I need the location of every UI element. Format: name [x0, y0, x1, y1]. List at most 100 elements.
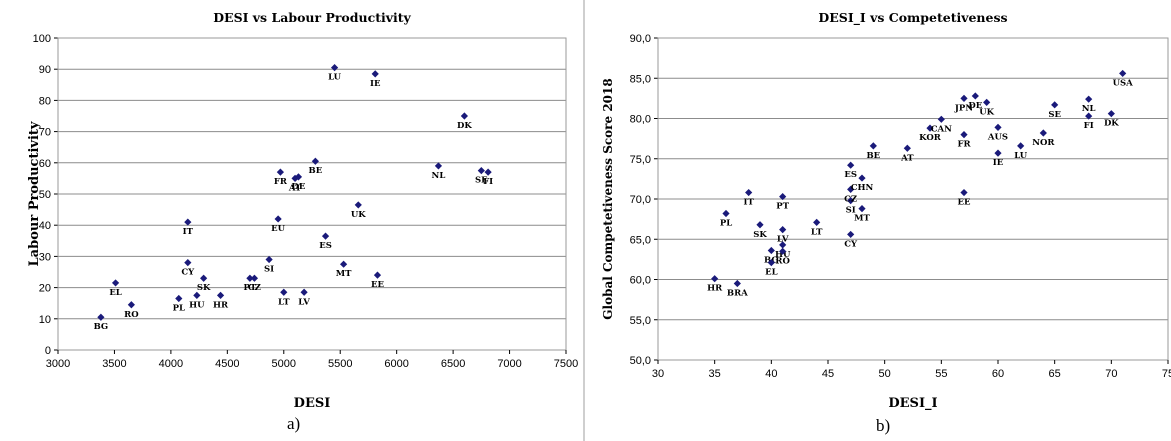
point-label-es: ES — [844, 170, 857, 180]
data-point-nor — [1040, 129, 1047, 136]
x-tick-label: 4000 — [159, 358, 183, 370]
y-tick-label: 55,0 — [630, 315, 651, 327]
data-point-lv — [300, 289, 307, 296]
point-label-lu: LU — [1014, 151, 1028, 161]
x-tick-label: 50 — [879, 368, 891, 380]
y-tick-label: 20 — [39, 283, 51, 295]
data-point-lu — [1017, 142, 1024, 149]
x-tick-label: 3500 — [102, 358, 126, 370]
x-tick-label: 5000 — [272, 358, 296, 370]
x-axis-label: DESI_I — [888, 396, 937, 411]
data-point-ro — [128, 301, 135, 308]
data-point-uk — [983, 99, 990, 106]
x-tick-label: 4500 — [215, 358, 239, 370]
data-point-cz — [251, 275, 258, 282]
point-label-pt: PT — [776, 202, 789, 212]
data-point-chn — [858, 174, 865, 181]
point-label-fr: FR — [957, 140, 971, 150]
point-label-be: BE — [866, 151, 880, 161]
y-tick-label: 60,0 — [630, 275, 651, 287]
point-label-bg: BG — [94, 322, 109, 332]
point-label-cy: CY — [181, 268, 195, 278]
y-tick-label: 85,0 — [630, 73, 651, 85]
chart-title: DESI_I vs Competetiveness — [818, 10, 1007, 26]
x-tick-label: 6000 — [384, 358, 408, 370]
point-label-chn: CHN — [851, 183, 874, 193]
point-label-uk: UK — [979, 107, 994, 117]
point-label-el: EL — [765, 268, 777, 278]
point-label-eu: EU — [271, 224, 285, 234]
point-label-lv: LV — [298, 297, 310, 307]
data-point-sk — [200, 275, 207, 282]
point-label-can: CAN — [931, 124, 952, 134]
point-label-pl: PL — [720, 218, 732, 228]
data-point-ee — [374, 272, 381, 279]
data-point-be — [870, 142, 877, 149]
y-axis-label: Labour Productivity — [27, 121, 42, 266]
point-label-es: ES — [319, 241, 332, 251]
point-label-ie: IE — [993, 158, 1004, 168]
data-point-ee — [960, 189, 967, 196]
caption-b: b) — [876, 416, 890, 436]
point-label-usa: USA — [1113, 78, 1134, 88]
x-tick-label: 40 — [765, 368, 777, 380]
data-point-lt — [280, 289, 287, 296]
data-point-se — [478, 167, 485, 174]
data-point-fr — [277, 169, 284, 176]
data-point-de — [972, 92, 979, 99]
point-label-cz: CZ — [844, 194, 857, 204]
y-tick-label: 90 — [39, 64, 51, 76]
data-point-pl — [722, 210, 729, 217]
data-point-mt — [858, 205, 865, 212]
scatter-chart-a: DESI vs Labour Productivity 0 10 20 30 40 50 60… — [0, 0, 582, 441]
y-tick-label: 90,0 — [630, 33, 651, 45]
chart-title: DESI vs Labour Productivity — [213, 10, 411, 25]
x-tick-label: 6500 — [441, 358, 465, 370]
y-tick-label: 80,0 — [630, 114, 651, 126]
data-point-cy — [184, 259, 191, 266]
x-tick-label: 7000 — [497, 358, 521, 370]
point-label-sk: SK — [753, 230, 767, 240]
y-tick-label: 65,0 — [630, 234, 651, 246]
data-point-uk — [355, 201, 362, 208]
data-point-jpn — [960, 95, 967, 102]
data-point-lu — [331, 64, 338, 71]
data-point-ie — [994, 150, 1001, 157]
x-tick-label: 45 — [822, 368, 834, 380]
point-label-cy: CY — [844, 239, 858, 249]
point-label-at: AT — [900, 153, 914, 163]
x-tick-label: 3000 — [46, 358, 70, 370]
point-label-dk: DK — [1104, 119, 1119, 129]
point-label-si: SI — [264, 265, 274, 275]
data-point-dk — [1108, 110, 1115, 117]
y-tick-label: 80 — [39, 95, 51, 107]
point-label-nl: NL — [432, 171, 446, 181]
data-point-lt — [813, 219, 820, 226]
point-label-sk: SK — [197, 283, 211, 293]
point-label-se: SE — [1048, 110, 1061, 120]
y-tick-label: 100 — [33, 33, 51, 45]
x-tick-label: 60 — [992, 368, 1004, 380]
x-axis-label: DESI — [294, 396, 331, 411]
point-label-hr: HR — [213, 300, 229, 310]
data-point-lv — [779, 226, 786, 233]
data-point-sk — [756, 221, 763, 228]
point-label-fr: FR — [274, 177, 288, 187]
data-point-bg — [97, 314, 104, 321]
data-point-mt — [340, 261, 347, 268]
data-point-se — [1051, 101, 1058, 108]
point-label-hr: HR — [707, 284, 723, 294]
data-point-cy — [847, 231, 854, 238]
data-point-be — [312, 158, 319, 165]
panel-divider — [583, 0, 585, 441]
x-tick-label: 30 — [652, 368, 664, 380]
point-label-kor: KOR — [919, 133, 942, 143]
data-point-bg — [768, 247, 775, 254]
y-tick-label: 0 — [45, 345, 51, 357]
point-label-ee: EE — [371, 280, 384, 290]
y-tick-label: 70,0 — [630, 194, 651, 206]
y-axis-label: Global Competetiveness Score 2018 — [601, 78, 615, 319]
point-label-nor: NOR — [1032, 138, 1055, 148]
data-point-pl — [175, 295, 182, 302]
data-point-el — [112, 279, 119, 286]
